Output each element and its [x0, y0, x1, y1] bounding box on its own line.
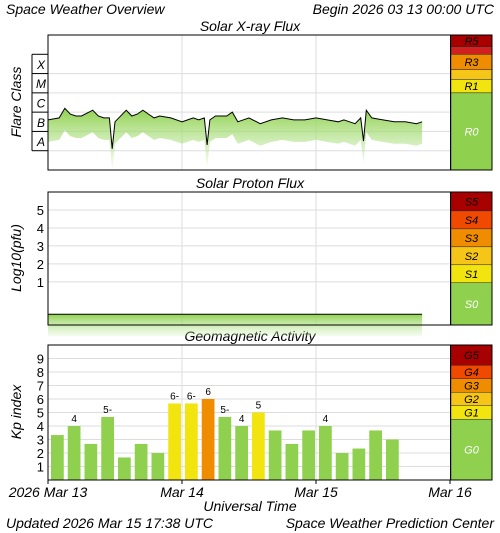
xray-y-axis-title: Flare Class [8, 67, 24, 138]
kp-y-tick-label: 9 [37, 352, 44, 367]
proton-y-axis-title: Log10(pfu) [8, 224, 24, 292]
kp-bar [235, 426, 248, 480]
proton-y-tick-label: 1 [37, 275, 44, 290]
proton-title: Solar Proton Flux [195, 175, 305, 191]
kp-bar [252, 412, 265, 480]
xray-panel-border [47, 34, 493, 171]
kp-bar [352, 448, 366, 480]
kp-y-tick-label: 4 [37, 419, 44, 434]
x-axis-tick-label: Mar 14 [160, 484, 204, 500]
scale-label-g5: G5 [464, 350, 480, 362]
updated-timestamp: Updated 2026 Mar 15 17:38 UTC [6, 515, 214, 531]
proton-y-tick-label: 5 [37, 203, 44, 218]
xray-class-label-c: C [37, 97, 46, 111]
kp-y-tick-label: 6 [37, 392, 44, 407]
proton-y-tick-label: 2 [37, 257, 44, 272]
x-axis-tick-label: Mar 15 [294, 484, 338, 500]
scale-label-r1: R1 [464, 81, 478, 93]
kp-bar [285, 443, 299, 480]
kp-bar [67, 426, 81, 480]
scale-label-s0: S0 [465, 299, 479, 311]
xray-scale-band [450, 69, 493, 80]
kp-bar [319, 426, 332, 480]
proton-panel-background [48, 192, 450, 325]
scale-label-r3: R3 [464, 57, 479, 69]
scale-label-s1: S1 [465, 269, 478, 281]
scale-label-s2: S2 [465, 251, 478, 263]
kp-bar [118, 457, 131, 480]
x-axis-tick-label: Mar 16 [428, 484, 472, 500]
app-title: Space Weather Overview [6, 1, 165, 17]
scale-label-s3: S3 [465, 233, 479, 245]
kp-y-tick-label: 7 [37, 379, 44, 394]
kp-bar-label: 6- [170, 391, 179, 402]
kp-y-tick-label: 2 [37, 446, 44, 461]
proton-panel-border [47, 191, 493, 326]
kp-bar [302, 430, 315, 480]
scale-label-g0: G0 [464, 445, 480, 457]
kp-bar-label: 5- [103, 405, 112, 416]
x-axis-title: Universal Time [203, 498, 297, 514]
xray-title: Solar X-ray Flux [199, 18, 301, 34]
kp-bar [168, 403, 181, 480]
kp-y-tick-label: 5 [37, 406, 44, 421]
scale-label-r5: R5 [464, 36, 479, 48]
kp-bar [335, 453, 349, 480]
kp-y-tick-label: 3 [37, 433, 44, 448]
xray-scale-band [450, 46, 493, 55]
kp-panel-border [47, 344, 493, 481]
xray-flux-glow [48, 108, 423, 171]
kp-bar [386, 439, 399, 480]
xray-class-label-x: X [36, 58, 46, 72]
scale-label-g1: G1 [464, 408, 479, 420]
xray-class-label-m: M [36, 77, 46, 91]
x-axis-tick-label: 2026 Mar 13 [8, 484, 88, 500]
kp-bar [201, 399, 215, 480]
scale-label-g2: G2 [464, 394, 479, 406]
kp-bar [218, 416, 232, 480]
scale-label-s5: S5 [465, 196, 479, 208]
begin-timestamp: Begin 2026 03 13 00:00 UTC [312, 1, 494, 17]
kp-scale-band [450, 419, 493, 481]
kp-bar [134, 443, 148, 480]
kp-bar [369, 430, 382, 480]
kp-bar-label: 4 [239, 414, 245, 425]
kp-bar-label: 6 [205, 387, 211, 398]
kp-bar-label: 4 [323, 414, 329, 425]
kp-bar [185, 403, 198, 480]
kp-y-tick-label: 1 [37, 460, 44, 475]
scale-label-r0: R0 [464, 126, 479, 138]
kp-y-axis-title: Kp index [8, 384, 24, 439]
prediction-center-label: Space Weather Prediction Center [285, 515, 494, 531]
kp-bar-label: 4 [71, 414, 77, 425]
kp-bar-label: 6- [187, 391, 196, 402]
xray-class-label-b: B [37, 116, 45, 130]
kp-bar-label: 5 [256, 401, 262, 412]
kp-bar [84, 443, 98, 480]
kp-bar [51, 435, 64, 480]
xray-class-label-a: A [36, 135, 45, 149]
kp-bar [151, 453, 165, 480]
kp-y-tick-label: 8 [37, 365, 44, 380]
kp-bar [268, 430, 282, 480]
scale-label-s4: S4 [465, 215, 478, 227]
kp-bar [101, 416, 114, 480]
xray-panel-background [48, 35, 450, 170]
scale-label-g4: G4 [464, 367, 479, 379]
proton-scale-band [450, 282, 493, 326]
kp-bar-label: 5- [220, 405, 229, 416]
scale-label-g3: G3 [464, 381, 480, 393]
proton-y-tick-label: 4 [37, 221, 44, 236]
proton-y-tick-label: 3 [37, 239, 44, 254]
xray-flux-line [47, 107, 423, 149]
